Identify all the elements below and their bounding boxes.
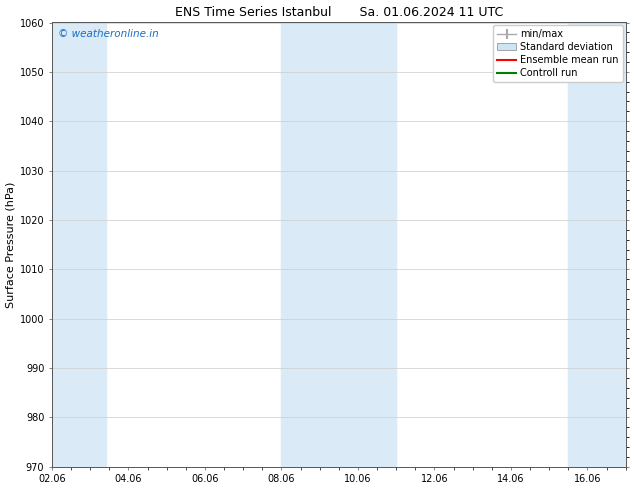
Title: ENS Time Series Istanbul       Sa. 01.06.2024 11 UTC: ENS Time Series Istanbul Sa. 01.06.2024 …	[175, 5, 503, 19]
Bar	[281, 23, 396, 467]
Y-axis label: Surface Pressure (hPa): Surface Pressure (hPa)	[6, 181, 16, 308]
Bar	[568, 23, 626, 467]
Legend: min/max, Standard deviation, Ensemble mean run, Controll run: min/max, Standard deviation, Ensemble me…	[493, 25, 623, 82]
Text: © weatheronline.in: © weatheronline.in	[58, 29, 158, 39]
Bar	[52, 23, 105, 467]
